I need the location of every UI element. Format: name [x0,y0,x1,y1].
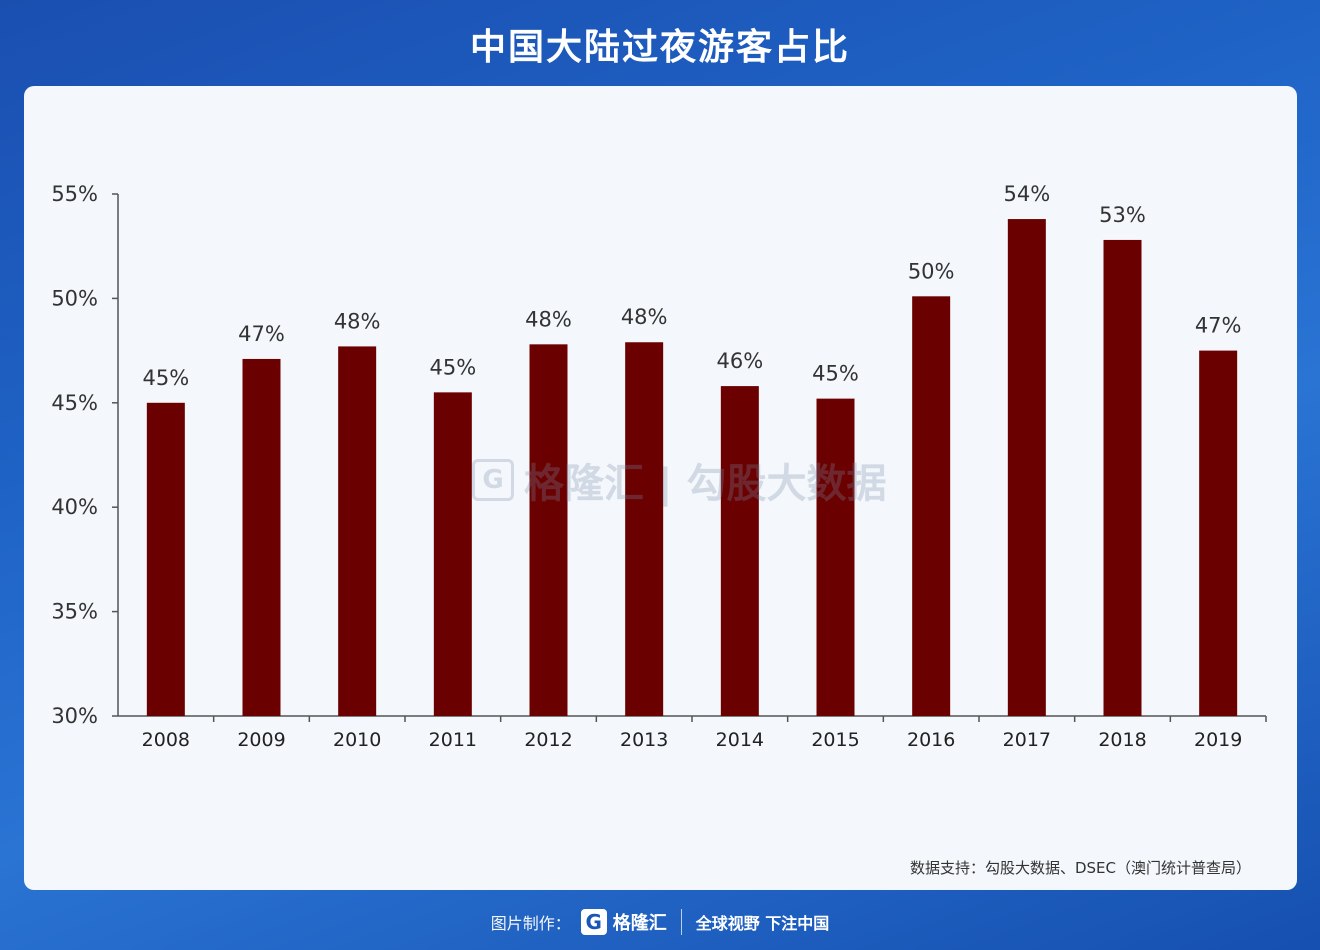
x-tick-label-2015: 2015 [811,729,859,751]
x-tick-label-2008: 2008 [142,729,190,751]
data-label-2016: 50% [908,259,955,283]
x-tick-label-2013: 2013 [620,729,668,751]
footer-made-by: 图片制作： [490,914,571,933]
data-label-2009: 47% [238,322,285,346]
page-title: 中国大陆过夜游客占比 [469,27,850,68]
footer-brand: 格隆汇 [612,913,667,934]
x-tick-label-2012: 2012 [524,729,572,751]
data-label-2019: 47% [1195,314,1242,338]
data-label-2011: 45% [429,355,476,379]
y-tick-label: 55% [51,182,98,206]
x-tick-label-2017: 2017 [1003,729,1051,751]
data-label-2010: 48% [334,309,381,333]
bar-2008 [146,402,185,716]
y-tick-label: 50% [51,286,98,310]
bar-2017 [1007,219,1046,716]
brand-logo-icon: G [580,909,607,935]
watermark-text: 格隆汇 | 勾股大数据 [524,461,887,507]
bar-2011 [433,392,472,716]
y-tick-label: 40% [51,495,98,519]
x-tick-label-2018: 2018 [1098,729,1146,751]
source-note: 数据支持：勾股大数据、DSEC（澳门统计普查局） [909,859,1251,877]
data-label-2015: 45% [812,362,859,386]
footer: 图片制作： G 格隆汇 全球视野 下注中国 [0,902,1320,942]
chart-card: 30% 35% 40% 45% 50% 55% 45% 2008 47% 2009 48% 2010 4… [24,86,1297,890]
x-tick-label-2009: 2009 [237,729,285,751]
x-tick-label-2011: 2011 [429,729,477,751]
x-tick-label-2010: 2010 [333,729,381,751]
data-label-2008: 45% [142,366,189,390]
bar-2014 [720,386,759,716]
footer-divider [680,909,682,935]
y-tick-label: 30% [51,704,98,728]
bar-2016 [912,296,951,716]
watermark-logo-icon: G [472,459,514,501]
bar-2019 [1199,350,1238,716]
data-label-2018: 53% [1099,203,1146,227]
bar-chart: 30% 35% 40% 45% 50% 55% 45% 2008 47% 2009 48% 2010 4… [51,182,1267,751]
footer-slogan: 全球视野 下注中国 [695,914,830,933]
x-tick-label-2014: 2014 [716,729,764,751]
y-tick-label: 45% [51,391,98,415]
data-label-2013: 48% [621,305,668,329]
bar-2010 [338,346,377,716]
data-label-2017: 54% [1003,182,1050,206]
y-tick-label: 35% [51,600,98,624]
bar-2013 [625,342,664,716]
bar-2018 [1103,239,1142,716]
data-label-2012: 48% [525,307,572,331]
x-tick-label-2016: 2016 [907,729,955,751]
data-label-2014: 46% [716,349,763,373]
watermark: G 格隆汇 | 勾股大数据 [472,451,886,509]
bar-2015 [816,398,855,716]
bar-2012 [529,344,568,716]
x-tick-label-2019: 2019 [1194,729,1242,751]
bar-2009 [242,358,281,716]
